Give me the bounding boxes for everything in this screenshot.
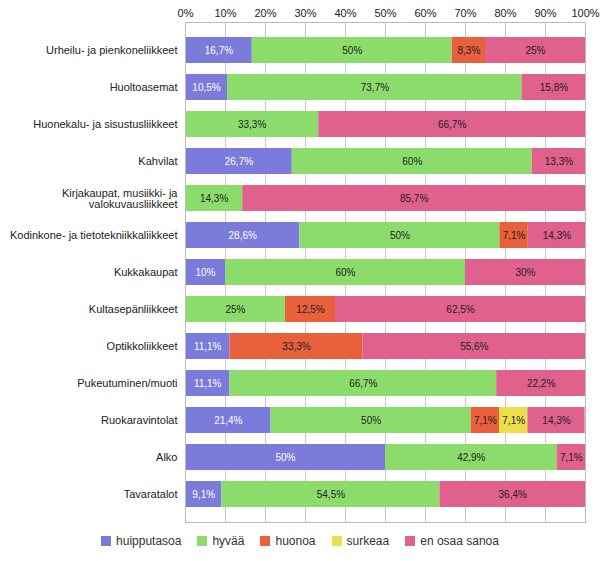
svg-text:10%: 10% (214, 7, 236, 19)
svg-text:54,5%: 54,5% (317, 489, 345, 500)
svg-text:66,7%: 66,7% (349, 378, 377, 389)
svg-text:50%: 50% (342, 45, 362, 56)
svg-text:60%: 60% (414, 7, 436, 19)
svg-text:7,1%: 7,1% (560, 452, 583, 463)
svg-text:Huonekalu- ja sisustusliikkeet: Huonekalu- ja sisustusliikkeet (33, 118, 177, 130)
html-text:hyvää: hyvää (212, 534, 245, 548)
html-text:huonoa: huonoa (275, 534, 316, 548)
svg-text:42,9%: 42,9% (457, 452, 485, 463)
svg-text:33,3%: 33,3% (282, 341, 310, 352)
svg-text:7,1%: 7,1% (503, 230, 526, 241)
svg-text:30%: 30% (294, 7, 316, 19)
svg-text:Ruokaravintolat: Ruokaravintolat (101, 414, 177, 426)
svg-text:13,3%: 13,3% (545, 156, 573, 167)
svg-text:90%: 90% (534, 7, 556, 19)
svg-text:33,3%: 33,3% (238, 119, 266, 130)
html-text:huipputasoa: huipputasoa (116, 534, 182, 548)
svg-text:Kodinkone- ja tietotekniikkali: Kodinkone- ja tietotekniikkaliikkeet (10, 229, 178, 241)
svg-text:21,4%: 21,4% (214, 415, 242, 426)
svg-text:Kukkakaupat: Kukkakaupat (114, 266, 178, 278)
svg-text:10,5%: 10,5% (192, 82, 220, 93)
svg-text:25%: 25% (225, 304, 245, 315)
svg-text:Pukeutuminen/muoti: Pukeutuminen/muoti (77, 377, 177, 389)
svg-text:60%: 60% (402, 156, 422, 167)
svg-text:50%: 50% (374, 7, 396, 19)
svg-text:40%: 40% (334, 7, 356, 19)
svg-text:15,8%: 15,8% (540, 82, 568, 93)
svg-text:Alko: Alko (156, 451, 177, 463)
svg-text:50%: 50% (390, 230, 410, 241)
svg-text:22,2%: 22,2% (527, 378, 555, 389)
svg-text:62,5%: 62,5% (446, 304, 474, 315)
svg-text:28,6%: 28,6% (229, 230, 257, 241)
svg-text:11,1%: 11,1% (194, 378, 222, 389)
svg-text:7,1%: 7,1% (502, 415, 525, 426)
svg-text:50%: 50% (275, 452, 295, 463)
svg-text:0%: 0% (178, 7, 194, 19)
svg-text:Huoltoasemat: Huoltoasemat (110, 81, 178, 93)
svg-text:26,7%: 26,7% (225, 156, 253, 167)
svg-text:36,4%: 36,4% (499, 489, 527, 500)
svg-text:60%: 60% (335, 267, 355, 278)
svg-text:16,7%: 16,7% (205, 45, 233, 56)
svg-text:8,3%: 8,3% (458, 45, 481, 56)
svg-text:Kahvilat: Kahvilat (138, 155, 177, 167)
svg-text:Kultasepänliikkeet: Kultasepänliikkeet (89, 303, 178, 315)
svg-text:Optikkoliikkeet: Optikkoliikkeet (107, 340, 178, 352)
svg-text:20%: 20% (254, 7, 276, 19)
svg-text:85,7%: 85,7% (400, 193, 428, 204)
svg-text:9,1%: 9,1% (192, 489, 215, 500)
svg-text:7,1%: 7,1% (474, 415, 497, 426)
svg-text:30%: 30% (515, 267, 535, 278)
svg-text:14,3%: 14,3% (542, 415, 570, 426)
svg-text:12,5%: 12,5% (296, 304, 324, 315)
svg-text:Tavaratalot: Tavaratalot (124, 488, 178, 500)
svg-text:66,7%: 66,7% (438, 119, 466, 130)
svg-text:14,3%: 14,3% (543, 230, 571, 241)
svg-text:10%: 10% (195, 267, 215, 278)
svg-text:Kirjakaupat, musiikki- javalok: Kirjakaupat, musiikki- javalokuvausliikk… (62, 187, 178, 210)
svg-text:55,6%: 55,6% (460, 341, 488, 352)
svg-text:70%: 70% (454, 7, 476, 19)
svg-text:80%: 80% (494, 7, 516, 19)
svg-text:73,7%: 73,7% (361, 82, 389, 93)
svg-text:Urheilu- ja pienkoneliikkeet: Urheilu- ja pienkoneliikkeet (46, 44, 177, 56)
svg-text:100%: 100% (571, 7, 599, 19)
svg-text:25%: 25% (525, 45, 545, 56)
svg-text:14,3%: 14,3% (200, 193, 228, 204)
svg-text:50%: 50% (361, 415, 381, 426)
svg-text:11,1%: 11,1% (194, 341, 222, 352)
html-text:surkeaa: surkeaa (346, 534, 390, 548)
html-text:en osaa sanoa: en osaa sanoa (420, 534, 499, 548)
